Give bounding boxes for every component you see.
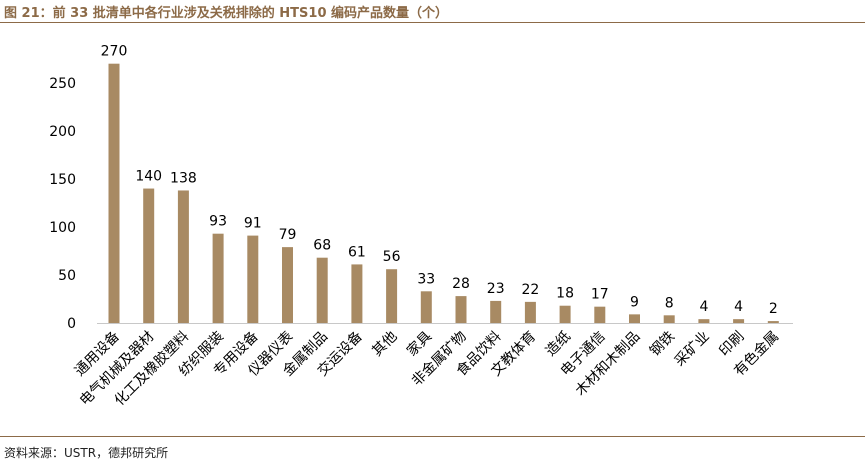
data-label: 2	[769, 301, 778, 317]
category-label: 钢铁	[647, 329, 678, 360]
data-label: 138	[170, 170, 197, 186]
bar	[733, 319, 745, 323]
footer-divider	[0, 436, 865, 437]
bar	[663, 315, 675, 323]
category-label: 造纸	[543, 329, 574, 360]
data-label: 28	[452, 276, 470, 292]
data-label: 270	[101, 44, 128, 60]
bar	[524, 301, 536, 323]
data-label: 17	[591, 287, 609, 303]
category-label: 家具	[403, 328, 435, 360]
title-divider	[0, 22, 865, 23]
bar	[559, 305, 571, 323]
bar	[143, 188, 155, 323]
y-tick-label: 250	[49, 76, 76, 92]
data-label: 4	[734, 299, 743, 315]
y-tick-label: 50	[58, 268, 76, 284]
y-tick-label: 100	[49, 220, 76, 236]
category-label: 印刷	[716, 329, 747, 360]
bar	[177, 190, 189, 323]
data-label: 61	[348, 244, 366, 260]
data-label: 33	[417, 271, 435, 287]
value-labels: 270 140 138 93 91 79 68 61 56 33 28 23 22 18 17 9 8 4 4 2	[101, 44, 778, 317]
bar	[698, 319, 710, 323]
bar	[212, 233, 224, 323]
data-label: 23	[487, 281, 505, 297]
bars	[108, 63, 779, 323]
bar	[316, 257, 328, 323]
data-label: 68	[313, 238, 331, 254]
y-axis: 0 50 100 150 200 250	[49, 76, 76, 332]
data-label: 8	[665, 295, 674, 311]
bar	[455, 296, 467, 323]
bar	[420, 291, 432, 323]
bar	[108, 63, 120, 323]
bar	[351, 264, 363, 323]
bar	[594, 306, 606, 323]
data-label: 22	[521, 282, 539, 298]
data-label: 56	[383, 249, 401, 265]
data-label: 79	[279, 227, 297, 243]
bar	[767, 321, 779, 323]
bar	[386, 269, 398, 323]
data-label: 91	[244, 216, 262, 232]
bar	[247, 235, 259, 323]
data-label: 140	[135, 169, 162, 185]
y-tick-label: 200	[49, 124, 76, 140]
data-label: 4	[699, 299, 708, 315]
data-label: 9	[630, 294, 639, 310]
bar	[629, 314, 640, 323]
bar	[490, 300, 502, 323]
data-label: 93	[209, 214, 227, 230]
chart-title: 图 21：前 33 批清单中各行业涉及关税排除的 HTS10 编码产品数量（个）	[4, 6, 449, 21]
category-label: 其他	[369, 329, 400, 360]
category-label: 采矿业	[672, 329, 713, 370]
source-note: 资料来源：USTR，德邦研究所	[4, 446, 169, 460]
y-tick-label: 0	[67, 316, 76, 332]
y-tick-label: 150	[49, 172, 76, 188]
bar	[282, 247, 293, 323]
data-label: 18	[556, 286, 574, 302]
